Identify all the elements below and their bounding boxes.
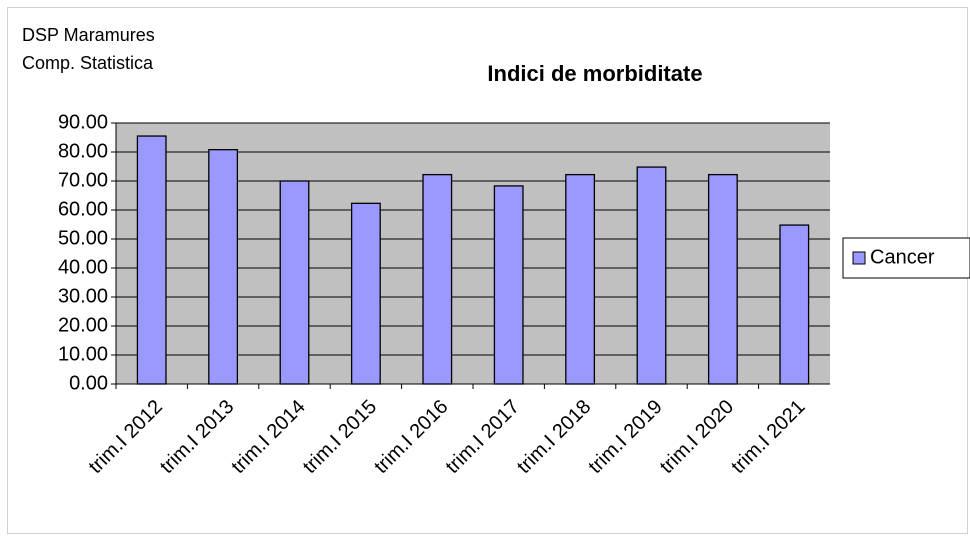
bar xyxy=(208,149,239,385)
y-tick-label: 10.00 xyxy=(58,343,108,365)
annotation: DSP Maramures xyxy=(22,25,155,45)
bar xyxy=(636,166,667,385)
annotation: Comp. Statistica xyxy=(22,53,154,73)
bar xyxy=(350,202,381,385)
bar xyxy=(422,173,453,385)
y-tick-label: 20.00 xyxy=(58,314,108,336)
legend-label: Cancer xyxy=(870,246,935,268)
bar xyxy=(136,135,167,385)
bar xyxy=(279,180,310,385)
y-tick-label: 50.00 xyxy=(58,227,108,249)
y-tick-label: 80.00 xyxy=(58,140,108,162)
bar xyxy=(707,173,738,385)
y-tick-label: 90.00 xyxy=(58,111,108,133)
bar xyxy=(779,224,810,385)
legend-swatch xyxy=(852,251,866,265)
y-tick-label: 0.00 xyxy=(69,372,108,394)
y-tick-label: 40.00 xyxy=(58,256,108,278)
chart-title: Indici de morbiditate xyxy=(487,61,702,86)
bar xyxy=(493,185,524,385)
y-tick-label: 70.00 xyxy=(58,169,108,191)
bar xyxy=(565,173,596,385)
y-tick-label: 30.00 xyxy=(58,285,108,307)
y-tick-label: 60.00 xyxy=(58,198,108,220)
